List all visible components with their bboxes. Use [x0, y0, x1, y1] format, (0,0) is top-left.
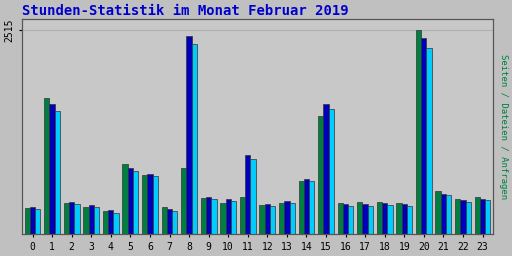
Bar	[55, 111, 60, 234]
Bar	[35, 209, 40, 234]
Bar	[181, 168, 186, 234]
Bar	[441, 194, 446, 234]
Bar	[382, 202, 388, 234]
Bar	[167, 209, 172, 234]
Bar	[147, 174, 153, 234]
Bar	[407, 206, 412, 234]
Bar	[245, 155, 250, 234]
Bar	[475, 197, 480, 234]
Bar	[279, 202, 284, 234]
Bar	[108, 210, 114, 234]
Bar	[260, 205, 265, 234]
Bar	[337, 202, 343, 234]
Bar	[153, 176, 158, 234]
Bar	[284, 201, 289, 234]
Bar	[211, 199, 217, 234]
Bar	[436, 191, 441, 234]
Bar	[64, 203, 69, 234]
Bar	[329, 109, 334, 234]
Bar	[44, 98, 50, 234]
Bar	[480, 198, 485, 234]
Bar	[309, 182, 314, 234]
Bar	[83, 207, 89, 234]
Bar	[240, 197, 245, 234]
Bar	[172, 211, 178, 234]
Bar	[348, 206, 353, 234]
Y-axis label: Seiten / Dateien / Anfragen: Seiten / Dateien / Anfragen	[499, 54, 508, 199]
Bar	[343, 204, 348, 234]
Bar	[226, 199, 231, 234]
Bar	[324, 104, 329, 234]
Bar	[69, 202, 74, 234]
Bar	[446, 195, 451, 234]
Bar	[298, 182, 304, 234]
Bar	[362, 204, 368, 234]
Bar	[220, 202, 226, 234]
Bar	[460, 200, 465, 234]
Bar	[304, 179, 309, 234]
Bar	[25, 208, 30, 234]
Bar	[396, 203, 401, 234]
Bar	[401, 204, 407, 234]
Bar	[377, 202, 382, 234]
Bar	[186, 36, 191, 234]
Bar	[122, 164, 127, 234]
Bar	[103, 211, 108, 234]
Bar	[416, 30, 421, 234]
Bar	[142, 175, 147, 234]
Bar	[127, 168, 133, 234]
Bar	[465, 202, 471, 234]
Bar	[231, 200, 236, 234]
Bar	[368, 206, 373, 234]
Bar	[94, 207, 99, 234]
Bar	[289, 203, 295, 234]
Bar	[265, 204, 270, 234]
Bar	[191, 44, 197, 234]
Bar	[426, 48, 432, 234]
Bar	[89, 205, 94, 234]
Bar	[201, 198, 206, 234]
Text: Stunden-Statistik im Monat Februar 2019: Stunden-Statistik im Monat Februar 2019	[22, 4, 349, 18]
Bar	[455, 199, 460, 234]
Bar	[388, 205, 393, 234]
Bar	[30, 207, 35, 234]
Bar	[357, 202, 362, 234]
Bar	[318, 116, 324, 234]
Bar	[50, 104, 55, 234]
Bar	[114, 213, 119, 234]
Bar	[250, 159, 255, 234]
Bar	[133, 171, 138, 234]
Bar	[74, 204, 79, 234]
Bar	[206, 197, 211, 234]
Bar	[270, 206, 275, 234]
Bar	[421, 38, 426, 234]
Bar	[485, 200, 490, 234]
Bar	[162, 207, 167, 234]
